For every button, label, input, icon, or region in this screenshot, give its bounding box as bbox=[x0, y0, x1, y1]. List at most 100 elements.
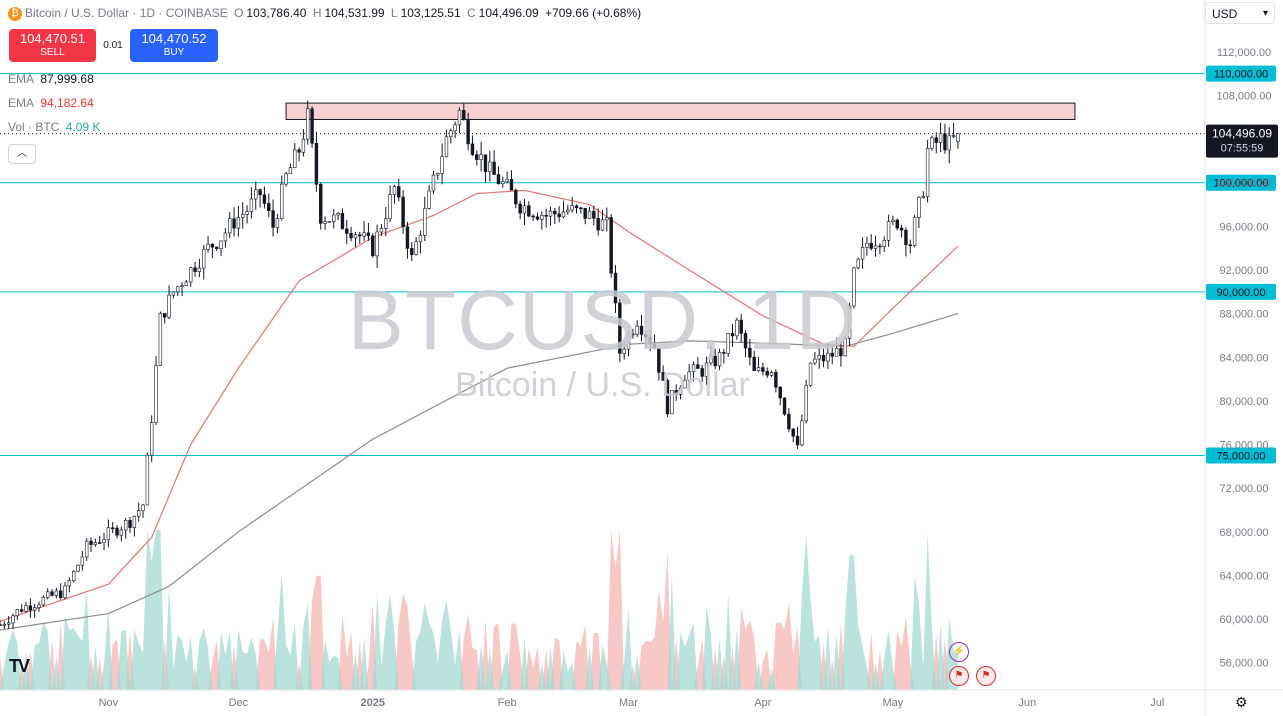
candle-body bbox=[310, 108, 314, 144]
ohlc-open: 103,786.40 bbox=[246, 6, 307, 20]
candle-body bbox=[726, 333, 730, 354]
candle-body bbox=[97, 542, 102, 544]
candle-body bbox=[557, 213, 561, 218]
candle-body bbox=[71, 571, 76, 582]
candle-body bbox=[475, 154, 479, 160]
candle-body bbox=[518, 203, 522, 214]
level-label: 110,000.00 bbox=[1214, 69, 1268, 81]
sell-label: SELL bbox=[40, 47, 65, 58]
candle-body bbox=[834, 348, 839, 357]
candle-body bbox=[600, 219, 605, 231]
volume-up-area bbox=[0, 530, 958, 690]
volume-legend[interactable]: Vol · BTC 4.09 K bbox=[8, 120, 103, 134]
candle-body bbox=[648, 336, 652, 345]
candle-body bbox=[158, 313, 163, 366]
candle-body bbox=[423, 208, 427, 236]
candle-body bbox=[319, 184, 323, 224]
candle-body bbox=[860, 246, 865, 260]
ohlc-c-label: C bbox=[466, 6, 476, 20]
candle-body bbox=[102, 539, 106, 544]
candle-body bbox=[687, 371, 691, 381]
last-price-value: 104,496.09 bbox=[1212, 127, 1272, 141]
ema-fast-legend[interactable]: EMA 87,999.68 bbox=[8, 72, 97, 86]
candle-body bbox=[566, 209, 570, 213]
candle-body bbox=[379, 228, 384, 233]
candle-body bbox=[41, 597, 46, 606]
level-label-bg bbox=[1206, 283, 1276, 300]
candle-body bbox=[743, 333, 748, 349]
vol-value: 4.09 K bbox=[65, 120, 101, 134]
ema2-value: 94,182.64 bbox=[40, 96, 94, 110]
candle-body bbox=[24, 605, 28, 612]
y-tick-label: 96,000.00 bbox=[1220, 221, 1269, 233]
candle-body bbox=[80, 556, 85, 566]
ideas-sparkle-icon[interactable]: ⚡ bbox=[949, 642, 969, 662]
candle-body bbox=[284, 173, 288, 185]
buy-price: 104,470.52 bbox=[141, 31, 207, 46]
candle-body bbox=[717, 352, 722, 367]
y-tick-label: 92,000.00 bbox=[1220, 265, 1269, 277]
candle-body bbox=[496, 174, 501, 185]
volume-area bbox=[0, 530, 958, 690]
candle-body bbox=[852, 267, 856, 307]
y-tick-label: 64,000.00 bbox=[1220, 570, 1269, 582]
candle-body bbox=[236, 216, 241, 229]
candle-body bbox=[340, 213, 345, 230]
currency-select[interactable]: USD ▾ bbox=[1205, 2, 1275, 24]
time-axis[interactable]: Nov Dec 2025 Feb Mar Apr May Jun Jul bbox=[0, 689, 1283, 709]
collapse-legend-button[interactable]: ︿ bbox=[8, 144, 36, 164]
candle-body bbox=[197, 267, 202, 272]
candle-body bbox=[336, 213, 340, 216]
candle-body bbox=[644, 334, 648, 338]
gear-icon[interactable]: ⚙ bbox=[1235, 694, 1248, 710]
candle-body bbox=[54, 590, 59, 596]
candle-body bbox=[631, 333, 635, 336]
candle-body bbox=[470, 143, 475, 155]
candle-body bbox=[830, 352, 834, 357]
resistance-zone[interactable] bbox=[285, 102, 1076, 120]
candle-body bbox=[466, 119, 470, 145]
symbol-legend[interactable]: ₿ Bitcoin / U.S. Dollar · 1D · COINBASE O… bbox=[8, 6, 644, 21]
watermark-name: Bitcoin / U.S. Dollar bbox=[455, 366, 750, 404]
resistance-zone-rect[interactable] bbox=[285, 102, 1076, 120]
candle-body bbox=[15, 609, 20, 617]
us-flag-event-icon[interactable]: ⚑ bbox=[976, 666, 996, 686]
ema-slow-legend[interactable]: EMA 94,182.64 bbox=[8, 96, 97, 110]
y-tick-label: 68,000.00 bbox=[1220, 527, 1269, 539]
price-axis[interactable]: 112,000.00108,000.00104,000.00100,000.00… bbox=[1204, 0, 1278, 716]
candles bbox=[0, 100, 960, 630]
candle-body bbox=[288, 167, 293, 175]
candle-body bbox=[639, 325, 644, 335]
candle-body bbox=[254, 189, 258, 200]
sell-button[interactable]: 104,470.51 SELL bbox=[9, 29, 96, 62]
candle-body bbox=[37, 604, 41, 608]
candle-body bbox=[930, 137, 934, 149]
candle-body bbox=[821, 354, 826, 362]
candle-body bbox=[657, 347, 661, 373]
horizontal-levels[interactable]: 110,000.00 100,000.00 90,000.00 75,000.00 bbox=[0, 65, 1276, 464]
candle-body bbox=[501, 181, 505, 185]
candle-body bbox=[756, 367, 761, 371]
candle-body bbox=[50, 591, 54, 596]
candle-body bbox=[895, 219, 899, 229]
us-flag-event-icon[interactable]: ⚑ bbox=[949, 666, 969, 686]
candle-body bbox=[878, 245, 882, 248]
buy-button[interactable]: 104,470.52 BUY bbox=[130, 29, 218, 62]
candle-body bbox=[704, 362, 709, 377]
candle-body bbox=[908, 244, 912, 247]
candle-body bbox=[587, 210, 592, 219]
candle-body bbox=[232, 218, 236, 229]
candle-body bbox=[800, 420, 804, 446]
candle-body bbox=[813, 358, 817, 364]
candle-body bbox=[873, 245, 878, 249]
ohlc-low: 103,125.51 bbox=[400, 6, 461, 20]
candle-body bbox=[535, 216, 540, 220]
candle-body bbox=[683, 379, 687, 389]
candle-body bbox=[206, 243, 210, 250]
candle-body bbox=[280, 183, 284, 219]
candle-body bbox=[249, 198, 254, 212]
tradingview-logo[interactable]: TV bbox=[9, 656, 30, 676]
candle-body bbox=[141, 504, 145, 511]
candle-body bbox=[917, 196, 921, 218]
